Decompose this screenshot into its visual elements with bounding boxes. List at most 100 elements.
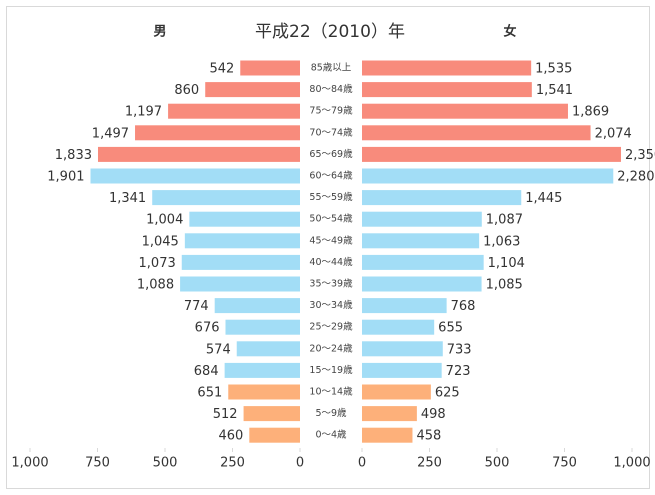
category-label: 35～39歳 (309, 278, 353, 290)
x-tick-label: 750 (552, 456, 577, 471)
category-label: 75～79歳 (309, 105, 353, 117)
bar (362, 362, 442, 378)
bar (135, 125, 300, 141)
x-tick-label: 500 (153, 456, 178, 471)
category-label: 0～4歳 (315, 429, 347, 441)
data-label: 1,535 (535, 62, 572, 77)
bar (184, 233, 300, 249)
bar (97, 146, 301, 162)
x-tick-label: 500 (485, 456, 510, 471)
category-label: 50～54歳 (309, 213, 353, 225)
category-label: 25～29歳 (309, 321, 353, 333)
data-label: 2,350 (625, 148, 655, 163)
x-tick-label: 1,000 (11, 456, 48, 471)
bar (362, 125, 591, 141)
data-label: 1,063 (483, 234, 520, 249)
legend-label: 男 (153, 25, 166, 40)
data-label: 655 (438, 321, 463, 336)
data-label: 1,901 (47, 170, 84, 185)
bar (362, 406, 417, 422)
x-tick-label: 250 (220, 456, 245, 471)
data-label: 1,104 (488, 256, 525, 271)
bar (362, 82, 532, 98)
category-label: 70～74歳 (309, 126, 353, 138)
data-label: 542 (209, 62, 234, 77)
bar (249, 427, 300, 443)
category-label: 65～69歳 (309, 148, 353, 160)
data-label: 1,497 (92, 126, 129, 141)
bar (240, 60, 300, 76)
data-label: 460 (218, 429, 243, 444)
data-label: 723 (446, 364, 471, 379)
data-label: 1,073 (139, 256, 176, 271)
data-label: 1,541 (536, 83, 573, 98)
bar (224, 362, 300, 378)
category-label: 5～9歳 (315, 407, 347, 419)
bar (362, 168, 614, 184)
data-label: 1,088 (137, 278, 174, 293)
category-label: 45～49歳 (309, 234, 353, 246)
data-label: 512 (213, 407, 238, 422)
data-label: 651 (197, 386, 222, 401)
data-label: 1,445 (525, 191, 562, 206)
bar (362, 103, 568, 119)
category-label: 40～44歳 (309, 256, 353, 268)
category-label: 15～19歳 (309, 364, 353, 376)
data-label: 676 (195, 321, 220, 336)
bar (362, 60, 532, 76)
data-label: 684 (194, 364, 219, 379)
bar (152, 190, 300, 206)
bar (214, 298, 300, 314)
x-tick-label: 0 (296, 456, 304, 471)
category-label: 80～84歳 (309, 83, 353, 95)
bar (90, 168, 300, 184)
data-label: 1,197 (125, 105, 162, 120)
data-label: 458 (416, 429, 441, 444)
data-label: 625 (435, 386, 460, 401)
data-label: 1,004 (146, 213, 183, 228)
data-label: 733 (447, 342, 472, 357)
chart-title: 平成22（2010）年 (255, 22, 405, 42)
bar (180, 276, 300, 292)
data-label: 1,045 (142, 234, 179, 249)
category-label: 85歳以上 (311, 62, 352, 74)
data-label: 768 (451, 299, 476, 314)
bar (236, 341, 300, 357)
x-tick-label: 1,000 (613, 456, 650, 471)
data-label: 2,280 (617, 170, 654, 185)
bar (243, 406, 300, 422)
bar (228, 384, 300, 400)
bar (362, 146, 621, 162)
data-label: 774 (184, 299, 209, 314)
data-label: 1,833 (55, 148, 92, 163)
bar (181, 254, 300, 270)
x-tick-label: 750 (85, 456, 110, 471)
data-label: 574 (206, 342, 231, 357)
bar (362, 211, 482, 227)
bar (225, 319, 300, 335)
bar (362, 341, 443, 357)
bar (362, 319, 435, 335)
data-label: 1,341 (109, 191, 146, 206)
bar (362, 427, 413, 443)
bar (362, 254, 484, 270)
data-label: 1,869 (572, 105, 609, 120)
category-label: 20～24歳 (309, 342, 353, 354)
data-label: 1,087 (486, 213, 523, 228)
chart-border (6, 6, 650, 489)
category-label: 60～64歳 (309, 170, 353, 182)
bar (189, 211, 300, 227)
bar (362, 190, 522, 206)
legend-label: 女 (503, 24, 516, 40)
category-label: 30～34歳 (309, 299, 353, 311)
x-tick-label: 250 (417, 456, 442, 471)
bar (168, 103, 300, 119)
x-tick-label: 0 (358, 456, 366, 471)
bar (362, 276, 482, 292)
bar (205, 82, 300, 98)
category-label: 55～59歳 (309, 191, 353, 203)
data-label: 2,074 (595, 126, 632, 141)
data-label: 1,085 (486, 278, 523, 293)
bar (362, 384, 431, 400)
